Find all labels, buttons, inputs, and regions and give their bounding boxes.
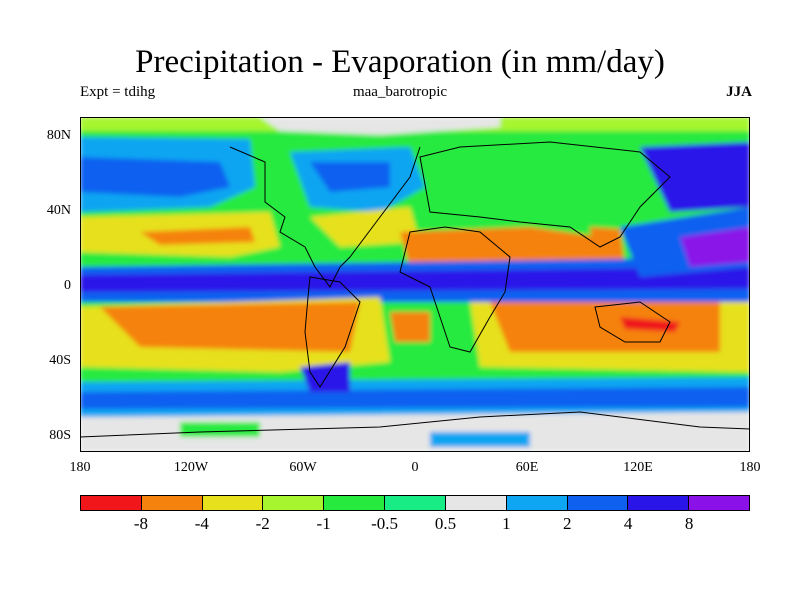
season-label: JJA	[726, 84, 752, 100]
legend-label: -1	[316, 514, 331, 533]
run-name-label: maa_barotropic	[352, 84, 448, 100]
legend-label: -8	[133, 514, 148, 533]
lon-label-0: 0	[411, 460, 419, 475]
legend-swatch	[202, 496, 264, 510]
lon-label-60w: 60W	[289, 460, 317, 475]
legend-swatch	[445, 496, 507, 510]
map-canvas	[80, 117, 750, 452]
lon-label-60e: 60E	[515, 460, 539, 475]
legend-label: -4	[194, 514, 209, 533]
lat-label-0: 0	[64, 278, 71, 293]
legend-label: 1	[502, 514, 511, 533]
legend-label: 4	[623, 514, 633, 533]
legend-swatch	[567, 496, 629, 510]
legend-swatch	[628, 496, 690, 510]
legend-swatch	[263, 496, 325, 510]
map-title: Precipitation - Evaporation (in mm/day)	[135, 44, 665, 80]
lon-label-120w: 120W	[173, 460, 209, 475]
lat-label-80s: 80S	[49, 428, 71, 443]
legend-swatch	[506, 496, 568, 510]
lat-label-80n: 80N	[46, 128, 71, 143]
legend-swatch	[689, 496, 749, 510]
lon-label-180w: 180	[69, 460, 91, 475]
lon-label-180e: 180	[739, 460, 761, 475]
legend-label: 0.5	[434, 514, 457, 533]
lon-label-120e: 120E	[623, 460, 653, 475]
legend-label: 8	[684, 514, 694, 533]
legend-swatch	[81, 496, 142, 510]
precipitation-map	[80, 117, 750, 452]
coastlines	[80, 141, 750, 438]
lat-label-40n: 40N	[46, 203, 71, 218]
legend-label: -2	[255, 514, 270, 533]
legend-swatch	[141, 496, 203, 510]
legend-label: 2	[563, 514, 572, 533]
legend-swatch	[324, 496, 386, 510]
legend-label: -0.5	[371, 514, 398, 533]
lat-label-40s: 40S	[49, 353, 71, 368]
experiment-label: Expt = tdihg	[80, 84, 156, 100]
color-legend	[80, 495, 750, 511]
legend-swatch	[385, 496, 446, 510]
